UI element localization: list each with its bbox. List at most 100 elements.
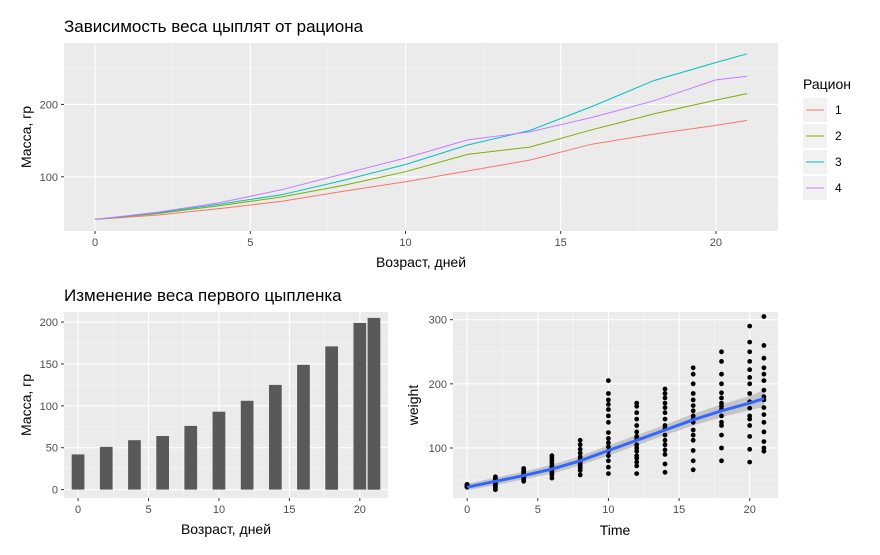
bar-chart-xlabel: Возраст, дней — [181, 521, 271, 537]
line-chart: Зависимость веса цыплят от рациона 0 5 10 1… — [18, 17, 851, 270]
x-tick-label: 20 — [354, 504, 366, 516]
point — [634, 459, 640, 465]
point — [761, 445, 767, 451]
point — [521, 466, 527, 471]
scatter-chart-ylabel: weight — [405, 385, 421, 427]
point — [634, 445, 640, 451]
scatter-chart: 0 5 10 15 20 100 200 300 Time weight — [405, 312, 778, 538]
point — [662, 400, 668, 406]
bar — [212, 411, 226, 490]
x-tick-label: 10 — [399, 237, 411, 249]
point — [577, 437, 583, 443]
bar — [297, 364, 310, 490]
bar — [269, 384, 282, 490]
bar — [353, 322, 367, 490]
point — [549, 470, 555, 476]
point — [634, 471, 640, 476]
point — [549, 453, 555, 459]
line-chart-series — [94, 53, 748, 220]
point — [747, 391, 753, 396]
x-tick-label: 5 — [247, 237, 253, 249]
point — [662, 432, 668, 438]
point — [690, 432, 696, 438]
point — [747, 339, 753, 345]
legend-label-4: 4 — [835, 181, 842, 195]
point — [690, 371, 696, 377]
point — [606, 464, 611, 470]
point — [761, 378, 767, 383]
bar — [156, 436, 169, 490]
point — [577, 472, 583, 478]
point — [747, 423, 753, 428]
point — [690, 467, 696, 473]
point — [719, 445, 724, 451]
y-tick-label: 200 — [40, 99, 58, 111]
point — [606, 436, 611, 441]
point — [761, 343, 767, 348]
x-tick-label: 15 — [555, 237, 567, 249]
point — [577, 465, 583, 471]
point — [662, 386, 668, 392]
x-tick-label: 5 — [535, 504, 541, 516]
point — [690, 437, 696, 443]
point — [606, 413, 611, 419]
scatter-chart-ticks: 0 5 10 15 20 100 200 300 — [429, 315, 756, 516]
point — [606, 419, 611, 425]
legend-label-2: 2 — [835, 129, 842, 143]
point — [761, 412, 767, 417]
point — [606, 471, 611, 476]
point — [719, 403, 724, 409]
point — [719, 349, 724, 355]
line-chart-ticks: 0 5 10 15 20 100 200 — [40, 99, 722, 249]
point — [662, 461, 668, 467]
x-tick-label: 0 — [75, 504, 81, 516]
point — [493, 484, 498, 489]
y-tick-label: 200 — [40, 317, 58, 329]
line-chart-title: Зависимость веса цыплят от рациона — [64, 17, 364, 36]
point — [606, 402, 611, 407]
point — [606, 391, 611, 396]
x-tick-label: 20 — [710, 237, 722, 249]
x-tick-label: 5 — [145, 504, 151, 516]
point — [634, 463, 640, 469]
point — [719, 390, 724, 396]
legend-title: Рацион — [803, 76, 851, 92]
series-line-1 — [94, 119, 748, 220]
line-chart-ylabel: Масса, гр — [18, 106, 34, 168]
point — [719, 359, 724, 364]
point — [747, 359, 753, 364]
scatter-chart-xlabel: Time — [600, 522, 631, 538]
point — [662, 410, 668, 416]
point — [634, 429, 640, 435]
point — [747, 367, 753, 373]
point — [761, 405, 767, 410]
point — [606, 378, 611, 383]
point — [761, 419, 767, 425]
point — [747, 446, 753, 452]
bar — [184, 425, 198, 490]
point — [690, 365, 696, 371]
point — [606, 407, 611, 412]
point — [577, 461, 583, 467]
point — [634, 434, 640, 439]
point — [662, 442, 668, 448]
point — [747, 416, 753, 422]
point — [719, 381, 724, 387]
legend-label-1: 1 — [835, 103, 842, 117]
point — [577, 450, 583, 456]
point — [719, 371, 724, 377]
point — [690, 391, 696, 396]
line-chart-xlabel: Возраст, дней — [376, 254, 466, 270]
point — [662, 437, 668, 443]
point — [662, 416, 668, 422]
bar — [367, 317, 381, 490]
point — [761, 387, 767, 393]
y-tick-label: 300 — [429, 315, 447, 327]
bar — [240, 400, 254, 490]
point — [747, 349, 753, 355]
line-chart-grid — [64, 43, 778, 231]
point — [634, 423, 640, 428]
bar — [99, 446, 113, 490]
